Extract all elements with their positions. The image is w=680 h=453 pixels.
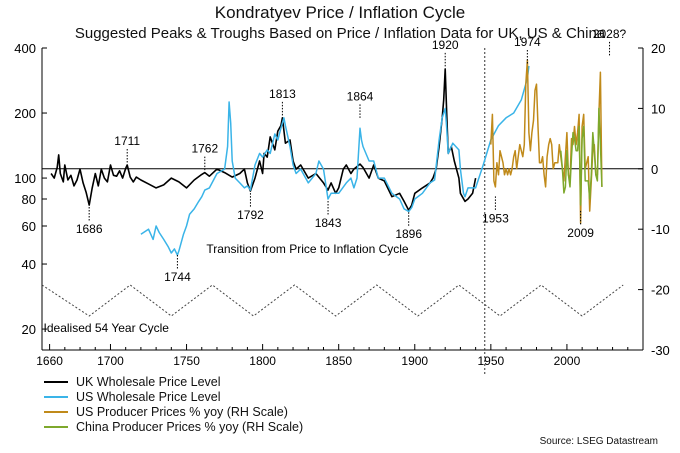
cycle-label: Idealised 54 Year Cycle	[44, 321, 170, 335]
y-right-tick-label: 10	[651, 101, 665, 116]
annotation-layer: 1686 1711 1744 1762 1792 1813 1843 1864 1896 1920…	[44, 27, 627, 335]
y-left-tick-label: 80	[22, 192, 36, 207]
annotation-label: 1974	[514, 35, 541, 49]
legend-item: US Wholesale Price Level	[44, 389, 303, 404]
annotation-label: 1864	[347, 89, 374, 103]
x-tick-label: 1950	[477, 354, 504, 368]
x-tick-label: 1800	[249, 354, 276, 368]
transition-label: Transition from Price to Inflation Cycle	[206, 242, 409, 256]
legend-item: UK Wholesale Price Level	[44, 374, 303, 389]
idealised-cycle-line	[41, 284, 624, 317]
y-right-tick-label: -30	[651, 343, 670, 358]
annotation-label: 1744	[164, 270, 191, 284]
x-tick-label: 1900	[401, 354, 428, 368]
x-tick-label: 1660	[36, 354, 63, 368]
idealised-cycle-layer	[41, 284, 624, 317]
y-left-tick-label: 20	[22, 322, 36, 337]
us-wholesale-line	[140, 65, 530, 256]
annotation-label: 1920	[432, 38, 459, 52]
x-tick-label: 1750	[173, 354, 200, 368]
annotation-label: 1686	[76, 222, 103, 236]
annotation-label: 1813	[269, 87, 296, 101]
legend-label: US Producer Prices % yoy (RH Scale)	[76, 404, 288, 419]
annotation-label: 1843	[315, 216, 342, 230]
source-note: Source: LSEG Datastream	[539, 436, 658, 447]
annotation-label: 1762	[191, 142, 218, 156]
y-left-tick-label: 400	[14, 41, 36, 56]
legend-label: China Producer Prices % yoy (RH Scale)	[76, 419, 304, 434]
y-left-tick-label: 200	[14, 106, 36, 121]
legend-label: US Wholesale Price Level	[76, 389, 221, 404]
annotation-label: 2028?	[593, 27, 627, 41]
legend-swatch-us-ppi	[44, 410, 68, 413]
legend-item: US Producer Prices % yoy (RH Scale)	[44, 404, 303, 419]
legend-swatch-uk	[44, 380, 68, 383]
x-tick-label: 1850	[325, 354, 352, 368]
y-right-tick-label: 20	[651, 41, 665, 56]
y-left-tick-label: 100	[14, 171, 36, 186]
annotation-label: 1711	[114, 134, 140, 148]
legend: UK Wholesale Price Level US Wholesale Pr…	[44, 374, 303, 434]
x-tick-label: 1700	[97, 354, 124, 368]
annotation-label: 1896	[395, 227, 422, 241]
us-producer-prices-line	[490, 59, 603, 224]
annotation-label: 1792	[237, 208, 264, 222]
annotation-label: 2009	[567, 226, 594, 240]
legend-label: UK Wholesale Price Level	[76, 374, 221, 389]
legend-swatch-us	[44, 395, 68, 398]
y-left-tick-label: 40	[22, 257, 36, 272]
annotation-label: 1953	[482, 211, 509, 225]
y-right-tick-label: -20	[651, 283, 670, 298]
china-producer-prices-line	[560, 107, 603, 206]
y-right-tick-label: -10	[651, 222, 670, 237]
y-right-tick-label: 0	[651, 162, 658, 177]
y-left-tick-label: 60	[22, 219, 36, 234]
legend-item: China Producer Prices % yoy (RH Scale)	[44, 419, 303, 434]
legend-swatch-china-ppi	[44, 425, 68, 428]
series-layer	[50, 59, 603, 256]
chart-subtitle: Suggested Peaks & Troughs Based on Price…	[74, 25, 606, 42]
chart-title: Kondratyev Price / Inflation Cycle	[214, 3, 466, 22]
x-tick-label: 2000	[554, 354, 581, 368]
